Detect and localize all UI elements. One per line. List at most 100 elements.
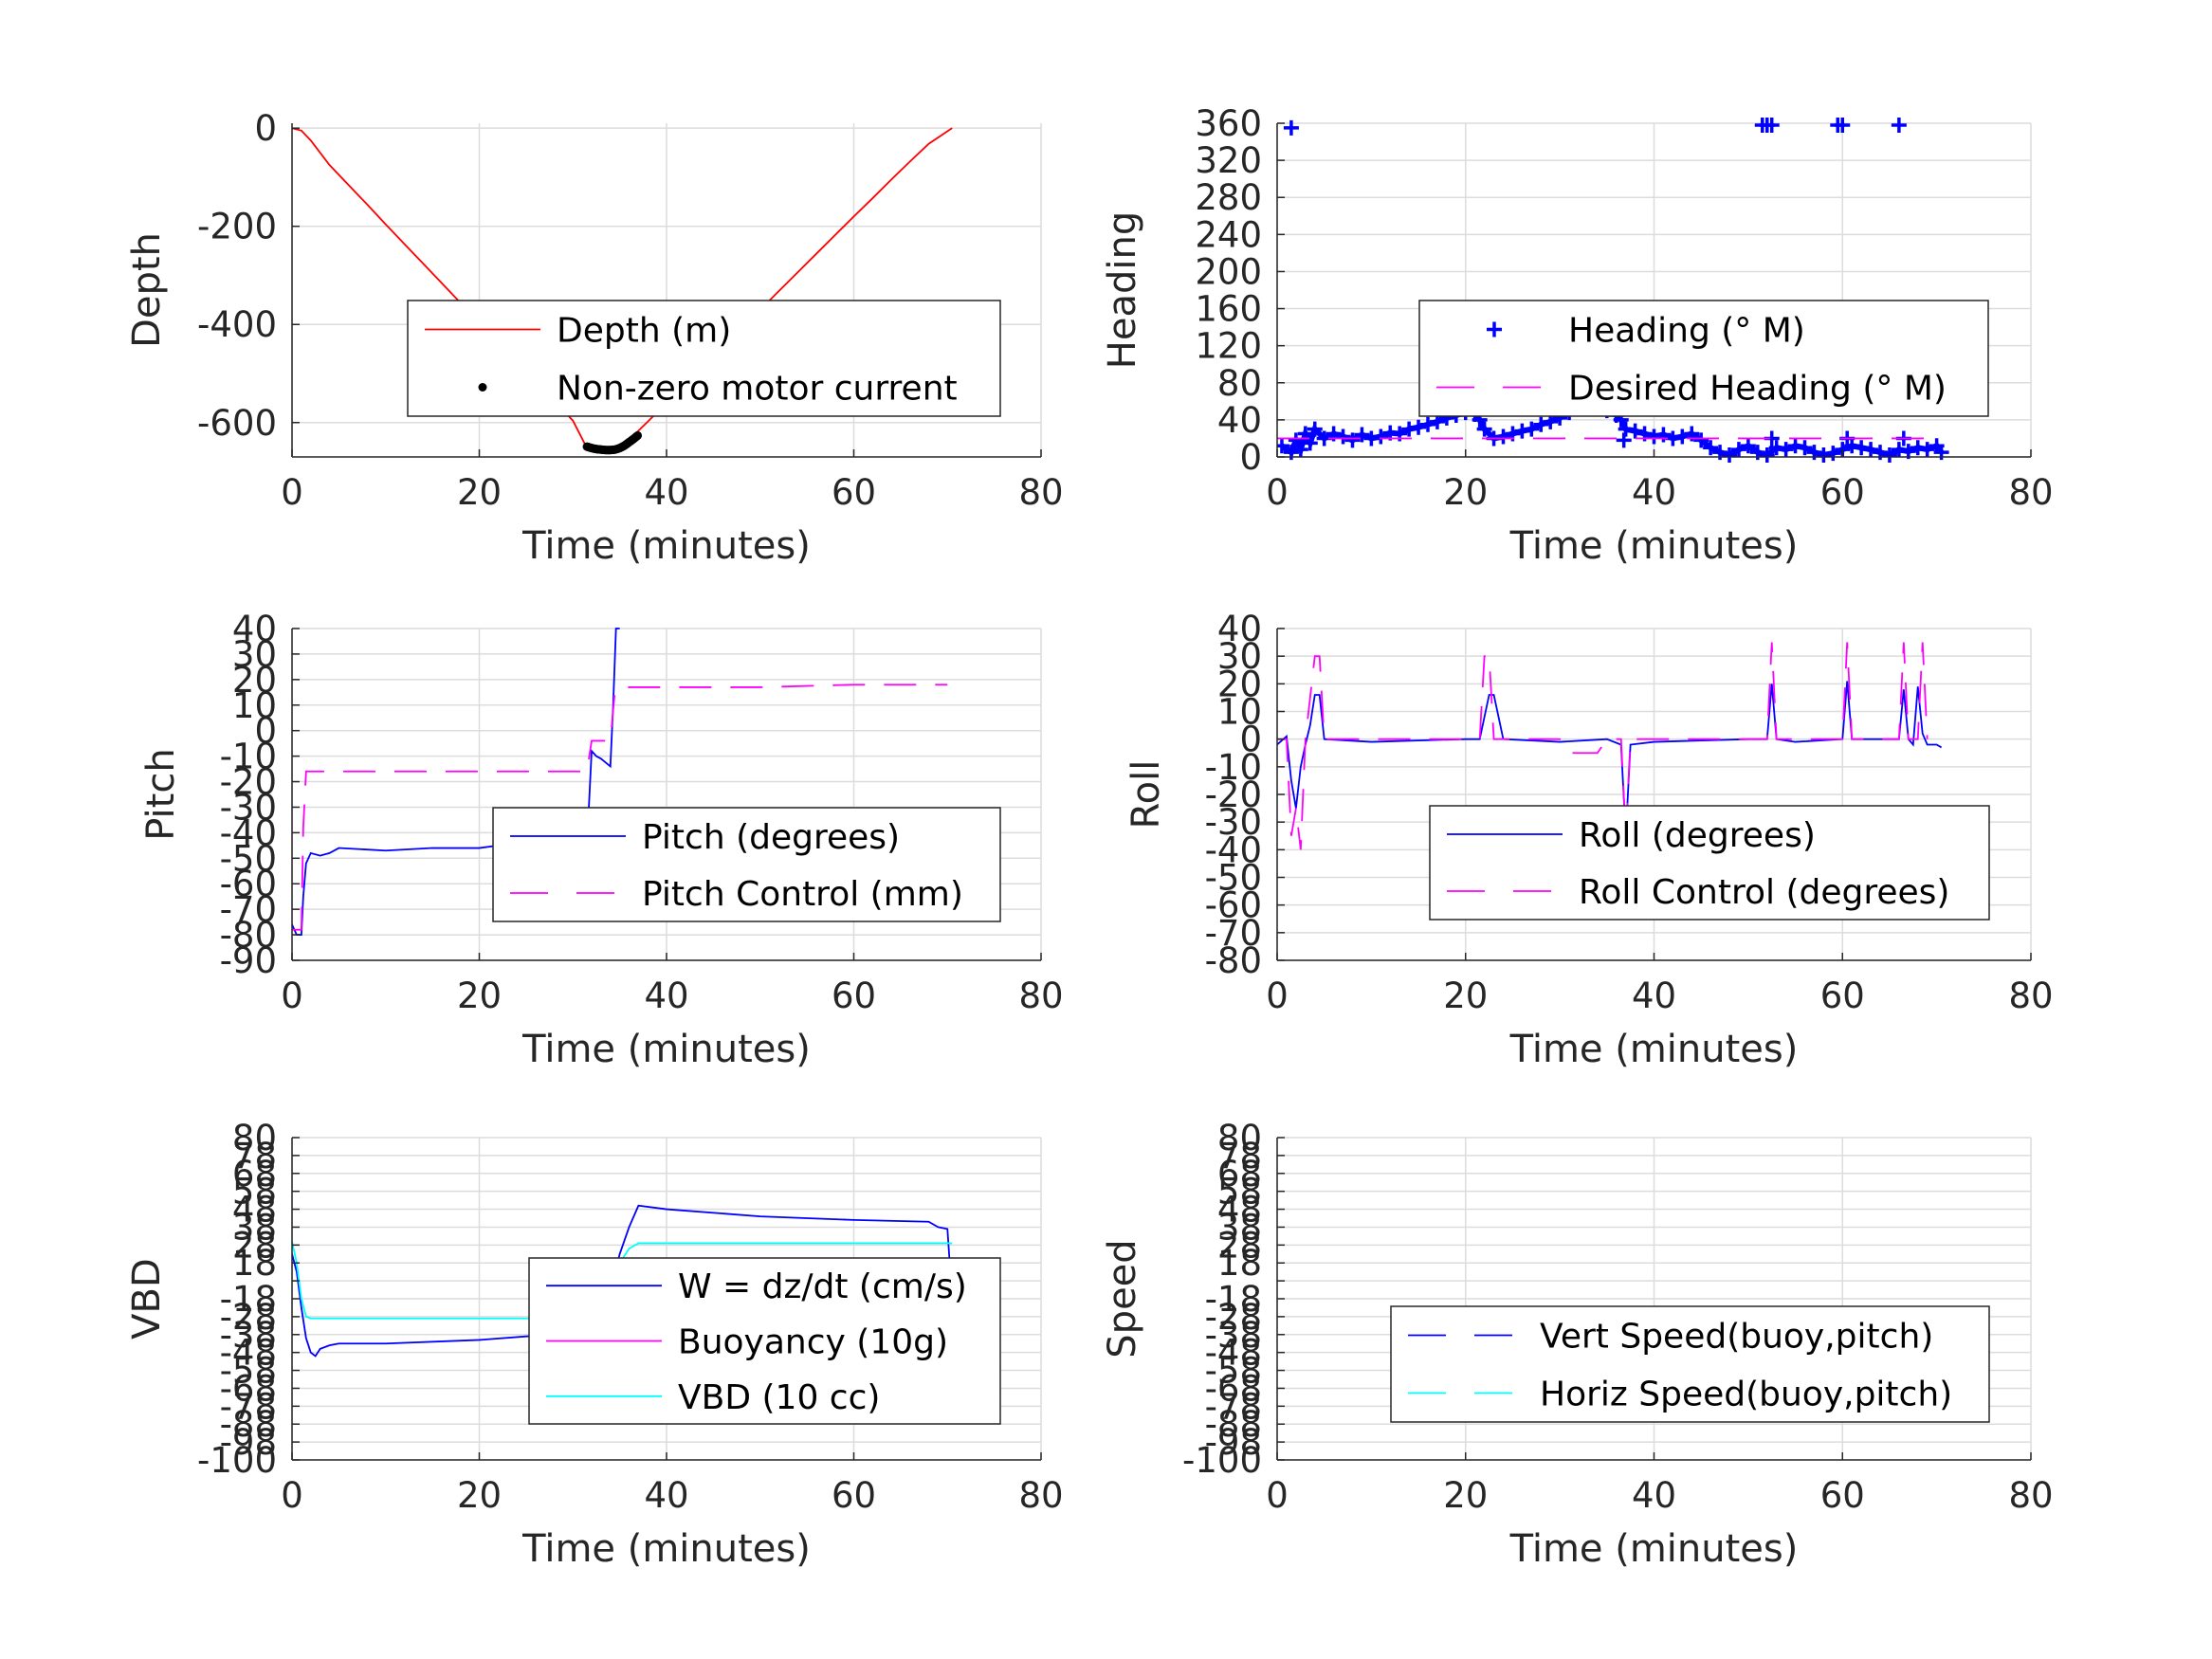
y-tick-label: -18: [220, 1279, 277, 1320]
heading-panel: 0 20 40 60 8004080120160200240280320360Time …: [1101, 103, 2054, 568]
depth-panel: 0 20 40 60 80 0 -200 -400 -600 Time (minutes) Dept…: [125, 108, 1064, 568]
y-tick-label: -48: [220, 1333, 277, 1374]
y-tick-label: -400: [197, 304, 277, 345]
y-tick-label: -80: [220, 915, 277, 956]
roll-y-axis-label: Roll: [1124, 760, 1168, 830]
data-point: [1891, 118, 1907, 133]
y-tick-label: -38: [1205, 1315, 1262, 1356]
data-point: [1283, 119, 1299, 136]
legend-label: Horiz Speed(buoy,pitch): [1540, 1376, 1952, 1414]
legend-box: [1390, 1305, 1990, 1423]
y-tick-label: -50: [220, 838, 277, 879]
x-tick-label: 40: [644, 1475, 688, 1516]
y-tick-label: 40: [232, 609, 277, 649]
pitch-x-axis-label: Time (minutes): [521, 1028, 811, 1071]
y-tick-label: -78: [1205, 1386, 1262, 1427]
y-tick-label: -80: [1205, 940, 1262, 981]
depth-legend: Depth (m) Non-zero motor current: [407, 300, 1001, 417]
y-tick-label: -98: [220, 1422, 277, 1463]
x-tick-label: 60: [1820, 472, 1865, 513]
y-tick-label: -100: [197, 1440, 277, 1481]
series-depth-1: [582, 430, 643, 455]
y-tick-label: 30: [1217, 636, 1262, 677]
x-tick-label: 80: [2008, 472, 2053, 513]
vbd-x-axis-label: Time (minutes): [521, 1527, 811, 1571]
y-tick-label: 200: [1195, 251, 1262, 292]
y-tick-label: 28: [232, 1225, 277, 1266]
x-tick-label: 40: [644, 975, 688, 1016]
x-tick-label: 40: [1632, 472, 1676, 513]
y-tick-label: -48: [1205, 1333, 1262, 1374]
y-tick-label: 40: [1217, 400, 1262, 441]
y-tick-label: 78: [1217, 1136, 1262, 1176]
y-tick-label: 360: [1195, 103, 1262, 144]
y-tick-label: -600: [197, 403, 277, 444]
y-tick-label: -10: [1205, 747, 1262, 788]
roll-x-axis-label: Time (minutes): [1509, 1028, 1799, 1071]
y-tick-label: 320: [1195, 140, 1262, 181]
y-tick-label: -98: [1205, 1422, 1262, 1463]
y-tick-label: -30: [220, 787, 277, 828]
y-tick-label: 48: [1217, 1190, 1262, 1231]
depth-y-axis-label: Depth: [125, 232, 169, 348]
y-tick-label: -50: [1205, 858, 1262, 899]
data-point: [633, 430, 643, 440]
x-tick-label: 40: [1632, 975, 1676, 1016]
y-tick-label: -60: [1205, 885, 1262, 926]
legend-label: VBD (10 cc): [678, 1378, 880, 1417]
y-tick-label: 80: [1217, 363, 1262, 404]
x-tick-label: 60: [1820, 975, 1865, 1016]
x-tick-label: 60: [832, 1475, 876, 1516]
y-tick-label: -28: [220, 1297, 277, 1338]
depth-series: [292, 127, 953, 455]
data-point: [1835, 118, 1851, 133]
series-roll-1: [1277, 642, 1929, 850]
y-tick-label: 0: [254, 711, 277, 752]
roll-panel: 0 20 40 60 80403020100-10-20-30-40-50-60-70-…: [1124, 609, 2054, 1071]
y-tick-label: 38: [232, 1207, 277, 1248]
speed-x-axis-label: Time (minutes): [1509, 1527, 1799, 1571]
legend-label: Buoyancy (10g): [678, 1323, 948, 1362]
vbd-legend: W = dz/dt (cm/s) Buoyancy (10g) VBD (10 cc…: [528, 1257, 1001, 1425]
speed-legend: Vert Speed(buoy,pitch) Horiz Speed(buoy,p…: [1390, 1305, 1990, 1423]
y-tick-label: -40: [1205, 830, 1262, 870]
x-tick-label: 80: [2008, 1475, 2053, 1516]
y-tick-label: -78: [220, 1386, 277, 1427]
roll-legend: Roll (degrees) Roll Control (degrees): [1429, 805, 1990, 921]
x-tick-label: 80: [1018, 1475, 1063, 1516]
x-tick-label: 20: [457, 975, 502, 1016]
x-tick-label: 60: [832, 975, 876, 1016]
vbd-y-axis-label: VBD: [125, 1258, 169, 1340]
x-tick-label: 20: [1443, 1475, 1488, 1516]
y-tick-label: -58: [220, 1351, 277, 1392]
y-tick-label: 38: [1217, 1207, 1262, 1248]
y-tick-label: 68: [232, 1154, 277, 1194]
y-tick-label: 280: [1195, 177, 1262, 218]
series-roll-0: [1277, 681, 1943, 836]
y-tick-label: 240: [1195, 214, 1262, 255]
roll-series: [1277, 642, 1943, 850]
legend-label: Pitch (degrees): [642, 818, 900, 857]
series-pitch-1: [292, 684, 948, 931]
legend-label: Depth (m): [557, 312, 731, 351]
y-tick-label: -200: [197, 207, 277, 247]
y-tick-label: -20: [1205, 775, 1262, 815]
legend-label: Roll Control (degrees): [1579, 873, 1949, 912]
legend-box: [1418, 300, 1989, 417]
y-tick-label: 80: [1217, 1118, 1262, 1158]
heading-series: [1277, 118, 1949, 463]
x-tick-label: 0: [281, 472, 303, 513]
y-tick-label: 30: [232, 634, 277, 675]
legend-label: Vert Speed(buoy,pitch): [1540, 1318, 1933, 1357]
speed-y-axis-label: Speed: [1101, 1239, 1144, 1358]
y-tick-label: -88: [220, 1404, 277, 1445]
x-tick-label: 80: [1018, 975, 1063, 1016]
legend-marker: [1487, 321, 1502, 337]
data-point: [1616, 432, 1632, 448]
y-tick-label: 68: [1217, 1154, 1262, 1194]
y-tick-label: -90: [220, 940, 277, 981]
y-tick-label: 58: [232, 1172, 277, 1212]
heading-y-axis-label: Heading: [1101, 211, 1144, 369]
x-tick-label: 0: [1266, 975, 1289, 1016]
x-tick-label: 20: [457, 1475, 502, 1516]
